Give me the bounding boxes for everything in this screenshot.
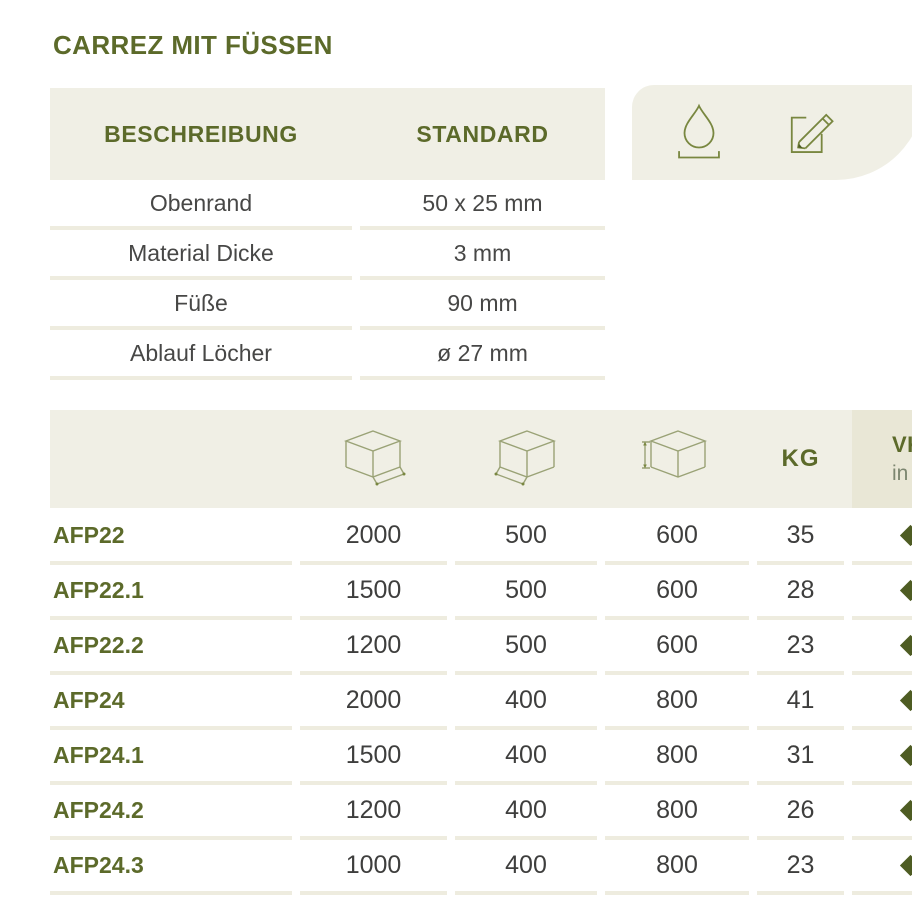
price-header-line1: VK xyxy=(892,432,912,457)
height-value: 800 xyxy=(605,840,749,895)
price-header-line2: in € xyxy=(892,462,912,485)
height-value: 600 xyxy=(605,620,749,675)
page-title: CARREZ MIT FÜSSEN xyxy=(53,30,333,60)
spec-row: Füße 90 mm xyxy=(50,280,605,330)
width-value: 500 xyxy=(455,565,597,620)
width-value: 500 xyxy=(455,510,597,565)
height-value: 800 xyxy=(605,675,749,730)
kg-value: 31 xyxy=(757,730,844,785)
article-code: AFP22.2 xyxy=(50,620,292,675)
kg-value: 41 xyxy=(757,675,844,730)
table-row: AFP24 2000 400 800 41 xyxy=(50,675,912,730)
article-code: AFP22.1 xyxy=(50,565,292,620)
spec-row: Material Dicke 3 mm xyxy=(50,230,605,280)
length-value: 1500 xyxy=(300,565,447,620)
price-cell xyxy=(852,730,912,785)
water-drop-icon xyxy=(670,101,728,165)
price-marker-icon xyxy=(899,689,912,712)
height-value: 800 xyxy=(605,730,749,785)
spec-rows: Obenrand 50 x 25 mm Material Dicke 3 mm … xyxy=(50,180,605,380)
feature-icon-panel xyxy=(632,85,912,180)
table-row: AFP24.2 1200 400 800 26 xyxy=(50,785,912,840)
spec-value: 90 mm xyxy=(360,280,605,330)
dim-header-article xyxy=(50,410,292,508)
article-code: AFP24.3 xyxy=(50,840,292,895)
kg-value: 28 xyxy=(757,565,844,620)
edit-pencil-icon xyxy=(780,104,838,162)
length-value: 2000 xyxy=(300,675,447,730)
spec-header-standard: STANDARD xyxy=(416,120,549,147)
table-row: AFP22.2 1200 500 600 23 xyxy=(50,620,912,675)
length-value: 1200 xyxy=(300,785,447,840)
price-marker-icon xyxy=(899,744,912,767)
dim-header-kg: KG xyxy=(781,445,820,472)
box-depth-icon xyxy=(455,410,597,508)
width-value: 400 xyxy=(455,675,597,730)
spec-row: Obenrand 50 x 25 mm xyxy=(50,180,605,230)
price-marker-icon xyxy=(899,634,912,657)
price-marker-icon xyxy=(899,579,912,602)
spec-row: Ablauf Löcher ø 27 mm xyxy=(50,330,605,380)
price-cell xyxy=(852,675,912,730)
length-value: 1000 xyxy=(300,840,447,895)
spec-value: 50 x 25 mm xyxy=(360,180,605,230)
width-value: 500 xyxy=(455,620,597,675)
length-value: 1200 xyxy=(300,620,447,675)
spec-value: ø 27 mm xyxy=(360,330,605,380)
price-marker-icon xyxy=(899,854,912,877)
spec-value: 3 mm xyxy=(360,230,605,280)
kg-value: 26 xyxy=(757,785,844,840)
article-code: AFP24.1 xyxy=(50,730,292,785)
height-value: 600 xyxy=(605,510,749,565)
width-value: 400 xyxy=(455,840,597,895)
price-cell xyxy=(852,840,912,895)
height-value: 800 xyxy=(605,785,749,840)
spec-label: Ablauf Löcher xyxy=(50,330,352,380)
spec-table-header: BESCHREIBUNG STANDARD xyxy=(50,88,605,180)
article-code: AFP24 xyxy=(50,675,292,730)
price-cell xyxy=(852,620,912,675)
table-row: AFP22.1 1500 500 600 28 xyxy=(50,565,912,620)
kg-value: 23 xyxy=(757,840,844,895)
box-height-icon xyxy=(605,410,749,508)
kg-value: 23 xyxy=(757,620,844,675)
spec-label: Obenrand xyxy=(50,180,352,230)
table-row: AFP24.1 1500 400 800 31 xyxy=(50,730,912,785)
spec-label: Füße xyxy=(50,280,352,330)
table-row: AFP22 2000 500 600 35 xyxy=(50,510,912,565)
article-code: AFP24.2 xyxy=(50,785,292,840)
spec-table: BESCHREIBUNG STANDARD Obenrand 50 x 25 m… xyxy=(50,88,605,380)
kg-value: 35 xyxy=(757,510,844,565)
table-row: AFP24.3 1000 400 800 23 xyxy=(50,840,912,895)
box-length-icon xyxy=(300,410,447,508)
price-marker-icon xyxy=(899,799,912,822)
length-value: 1500 xyxy=(300,730,447,785)
article-code: AFP22 xyxy=(50,510,292,565)
height-value: 600 xyxy=(605,565,749,620)
length-value: 2000 xyxy=(300,510,447,565)
dim-header-price: VK in € xyxy=(852,410,912,508)
price-cell xyxy=(852,565,912,620)
width-value: 400 xyxy=(455,785,597,840)
dim-table-rows: AFP22 2000 500 600 35 AFP22.1 1500 500 6… xyxy=(50,510,912,895)
price-cell xyxy=(852,785,912,840)
price-cell xyxy=(852,510,912,565)
spec-header-beschreibung: BESCHREIBUNG xyxy=(104,120,298,147)
spec-label: Material Dicke xyxy=(50,230,352,280)
width-value: 400 xyxy=(455,730,597,785)
dim-table-header: KG VK in € xyxy=(50,410,912,508)
price-marker-icon xyxy=(899,524,912,547)
